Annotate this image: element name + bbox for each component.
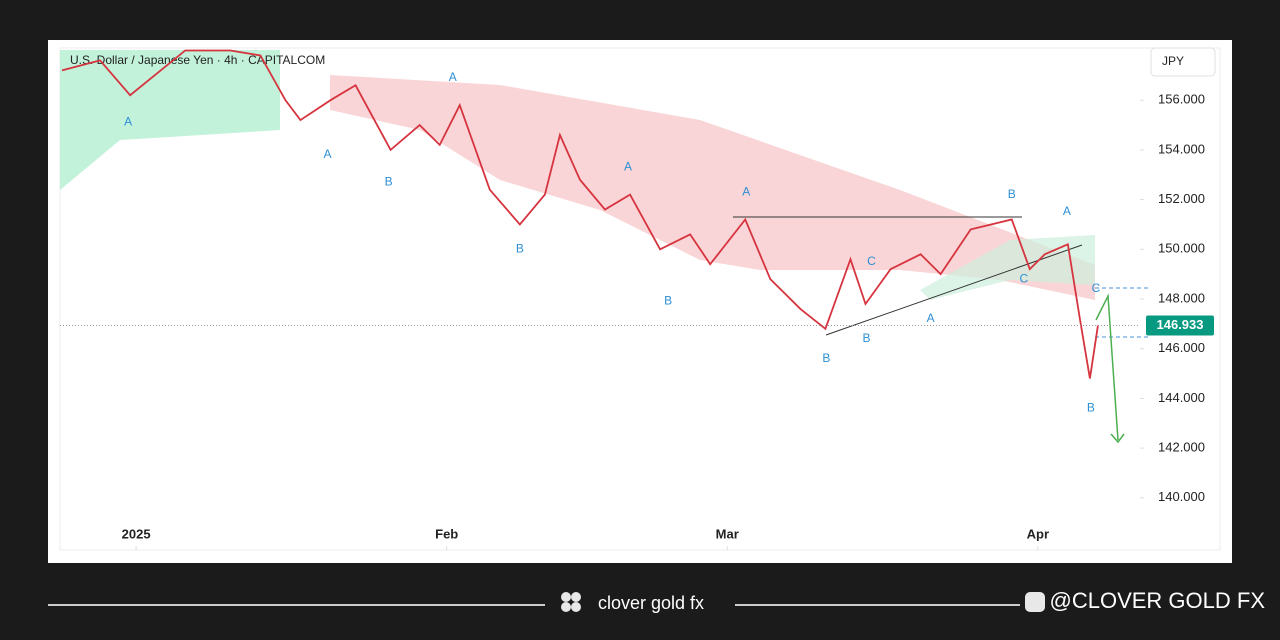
wave-label: A — [124, 115, 132, 129]
wave-label: C — [1019, 271, 1028, 285]
y-tick-label: 150.000 — [1158, 241, 1205, 256]
y-tick-label: 144.000 — [1158, 390, 1205, 405]
y-tick-label: 142.000 — [1158, 440, 1205, 455]
footer-brand: clover gold fx — [598, 593, 704, 613]
wave-label: B — [1087, 401, 1095, 415]
clover-icon — [561, 592, 581, 612]
facebook-icon — [1025, 592, 1045, 612]
wave-label: B — [862, 331, 870, 345]
wave-label: A — [1063, 204, 1071, 218]
plot-frame — [59, 47, 1221, 551]
y-tick-label: 156.000 — [1158, 92, 1205, 107]
wave-label: A — [742, 184, 750, 198]
x-tick-label: 2025 — [122, 526, 151, 541]
wave-label: A — [449, 70, 457, 84]
wave-label: C — [1092, 281, 1101, 295]
wave-label: B — [1008, 187, 1016, 201]
y-tick-label: 154.000 — [1158, 141, 1205, 156]
y-tick-label: 148.000 — [1158, 290, 1205, 305]
wave-label: A — [927, 311, 935, 325]
footer-handle: @CLOVER GOLD FX — [1050, 588, 1266, 613]
x-tick-label: Mar — [716, 526, 739, 541]
y-tick-label: 140.000 — [1158, 489, 1205, 504]
projection-arrow — [1095, 293, 1119, 441]
wave-label: A — [624, 159, 632, 173]
wave-label: B — [516, 241, 524, 255]
y-tick-label: 146.000 — [1158, 340, 1205, 355]
y-tick-label: 152.000 — [1158, 191, 1205, 206]
wave-label: B — [664, 294, 672, 308]
wave-label: B — [385, 174, 393, 188]
cloud-green — [60, 50, 280, 190]
wave-label: C — [867, 254, 876, 268]
wave-label: A — [323, 147, 331, 161]
last-price-box — [1146, 315, 1214, 336]
last-price-label: 146.933 — [1157, 317, 1204, 332]
wave-label: B — [822, 351, 830, 365]
cloud-red — [330, 75, 1095, 300]
currency-label: JPY — [1162, 54, 1184, 68]
arrow-head — [1110, 433, 1125, 444]
price-line — [61, 49, 1099, 379]
x-tick-label: Feb — [435, 526, 458, 541]
chart-title: U.S. Dollar / Japanese Yen · 4h · CAPITA… — [70, 53, 325, 67]
currency-box[interactable] — [1150, 47, 1216, 77]
x-tick-label: Apr — [1027, 526, 1049, 541]
